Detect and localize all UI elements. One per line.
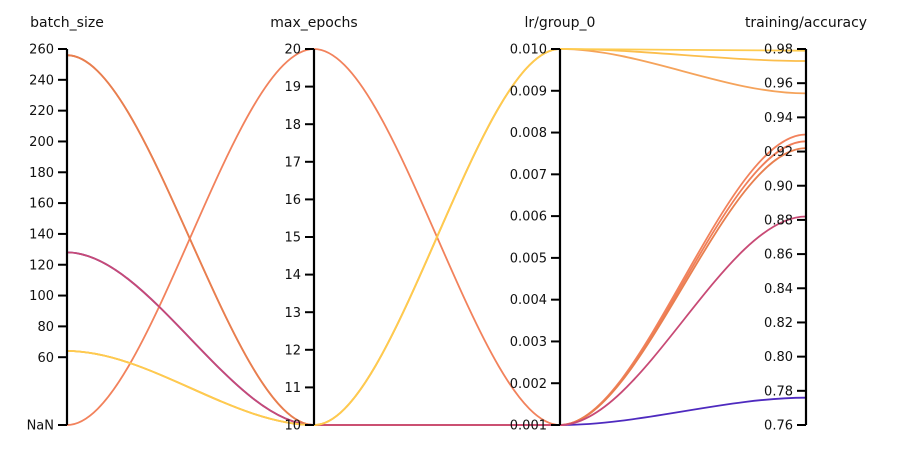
- axis-title-training_accuracy: training/accuracy: [745, 15, 867, 31]
- tick-label: 0.80: [764, 350, 793, 365]
- tick-label: 15: [284, 231, 301, 246]
- tick-label: 200: [29, 135, 54, 150]
- tick-label: 220: [29, 104, 54, 119]
- axis-batch_size[interactable]: 260 240 220 200 180 160 140 120 100 80 60 NaN batch_…: [27, 15, 104, 434]
- tick-label: 0.004: [510, 293, 547, 308]
- axis-title-batch_size: batch_size: [30, 15, 104, 31]
- tick-label: 12: [284, 343, 301, 358]
- tick-label: 17: [284, 155, 301, 170]
- tick-label: 14: [284, 268, 301, 283]
- run-curves: [66, 48, 807, 426]
- axis-title-max_epochs: max_epochs: [270, 15, 357, 31]
- tick-label: 160: [29, 197, 54, 212]
- tick-label: 0.001: [510, 419, 547, 434]
- run-curve-run-magenta[interactable]: [66, 215, 807, 426]
- tick-label: 0.90: [764, 179, 793, 194]
- tick-label: 19: [284, 80, 301, 95]
- tick-label: 0.006: [510, 210, 547, 225]
- tick-label: 120: [29, 258, 54, 273]
- axis-training_accuracy[interactable]: 0.98 0.96 0.94 0.92 0.90 0.88 0.86 0.84 0.82 0.80…: [745, 15, 867, 434]
- tick-label: 0.84: [764, 282, 793, 297]
- tick-label: 0.008: [510, 126, 547, 141]
- tick-label: 0.98: [764, 43, 793, 58]
- tick-label: 0.86: [764, 248, 793, 263]
- tick-label: 260: [29, 43, 54, 58]
- tick-label: 240: [29, 73, 54, 88]
- tick-label: 0.94: [764, 111, 793, 126]
- tick-label: 18: [284, 118, 301, 133]
- tick-label: 10: [284, 419, 301, 434]
- tick-label: 0.002: [510, 377, 547, 392]
- tick-label: 0.010: [510, 43, 547, 58]
- tick-label: 0.005: [510, 251, 547, 266]
- tick-label: 0.88: [764, 213, 793, 228]
- axis-title-lr_group_0: lr/group_0: [525, 15, 596, 31]
- tick-label: 0.92: [764, 145, 793, 160]
- tick-label: 13: [284, 306, 301, 321]
- tick-label: 20: [284, 43, 301, 58]
- tick-label: 0.82: [764, 316, 793, 331]
- axis-lr_group_0[interactable]: 0.010 0.009 0.008 0.007 0.006 0.005 0.004 0.003…: [510, 15, 596, 434]
- tick-label: 0.78: [764, 384, 793, 399]
- tick-label: 100: [29, 289, 54, 304]
- tick-label: 0.003: [510, 335, 547, 350]
- tick-label: 180: [29, 166, 54, 181]
- tick-label: NaN: [27, 419, 54, 434]
- tick-label: 16: [284, 193, 301, 208]
- run-curve-run-yellow-1[interactable]: [66, 48, 807, 426]
- tick-label: 140: [29, 227, 54, 242]
- tick-label: 0.76: [764, 419, 793, 434]
- run-curve-run-purple[interactable]: [66, 251, 807, 426]
- tick-label: 0.009: [510, 84, 547, 99]
- tick-label: 11: [284, 381, 301, 396]
- run-curve-run-salmon-a[interactable]: [66, 48, 807, 426]
- axis-max_epochs[interactable]: 20 19 18 17 16 15 14 13 12 11 10 max_epochs: [270, 15, 357, 434]
- tick-label: 0.007: [510, 168, 547, 183]
- tick-label: 80: [37, 320, 54, 335]
- tick-label: 0.96: [764, 77, 793, 92]
- tick-label: 60: [37, 351, 54, 366]
